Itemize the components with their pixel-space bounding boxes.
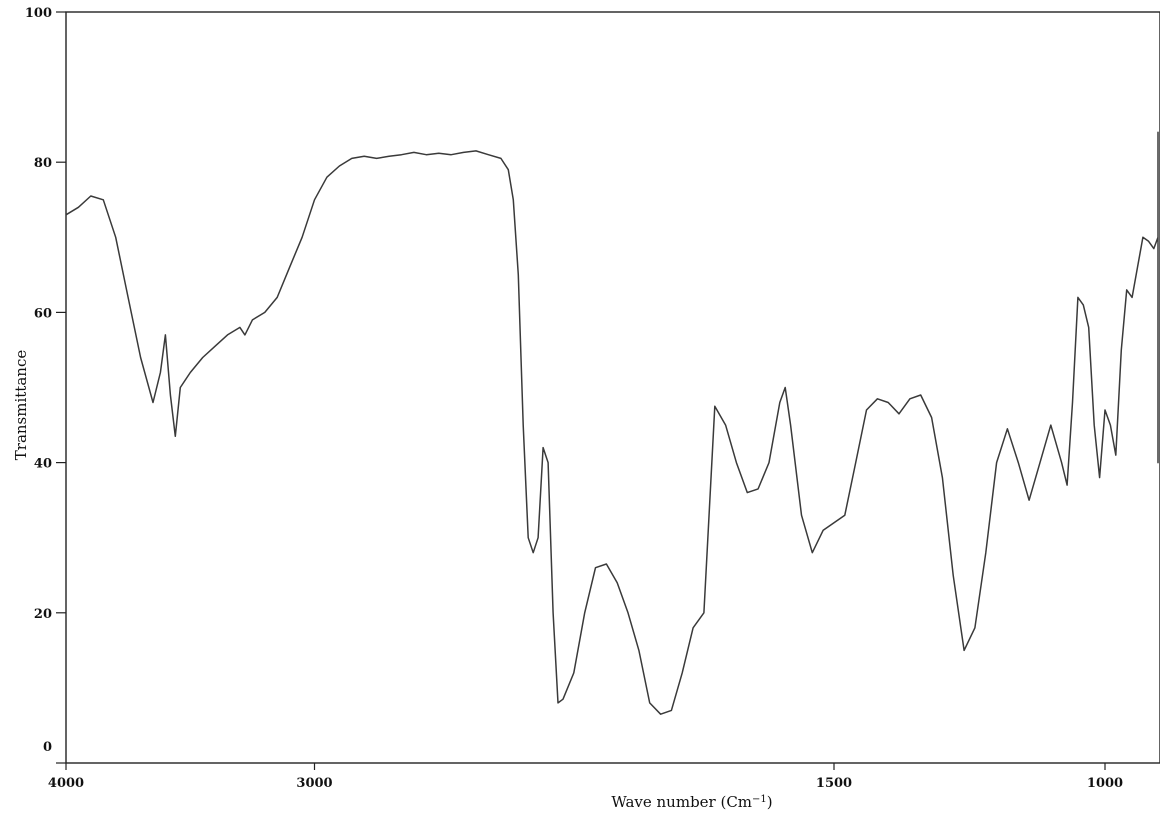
spectrum-line bbox=[65, 131, 1159, 715]
x-tick-label: 1000 bbox=[1087, 776, 1123, 791]
x-tick-label: 3000 bbox=[296, 776, 332, 791]
x-tick-label: 1500 bbox=[816, 776, 852, 791]
y-tick-label: 0 bbox=[43, 740, 52, 755]
y-axis-ticks: 0 20 40 60 80 100 bbox=[25, 6, 66, 764]
x-axis-label-main: Wave number (Cm bbox=[611, 793, 752, 811]
plot-frame bbox=[65, 11, 1160, 764]
y-tick-label: 100 bbox=[25, 6, 52, 21]
x-axis-label: Wave number (Cm−1) bbox=[611, 793, 772, 811]
y-tick-label: 40 bbox=[34, 457, 52, 472]
y-axis-label: Transmittance bbox=[12, 350, 30, 461]
x-axis-label-sup: −1 bbox=[752, 794, 767, 805]
y-tick-label: 20 bbox=[34, 607, 52, 622]
x-axis-ticks: 4000300015001000500 bbox=[48, 763, 1123, 791]
x-axis-label-end: ) bbox=[767, 793, 773, 811]
x-tick-label: 4000 bbox=[48, 776, 84, 791]
y-tick-label: 80 bbox=[34, 156, 52, 171]
y-tick-label: 60 bbox=[34, 306, 52, 321]
